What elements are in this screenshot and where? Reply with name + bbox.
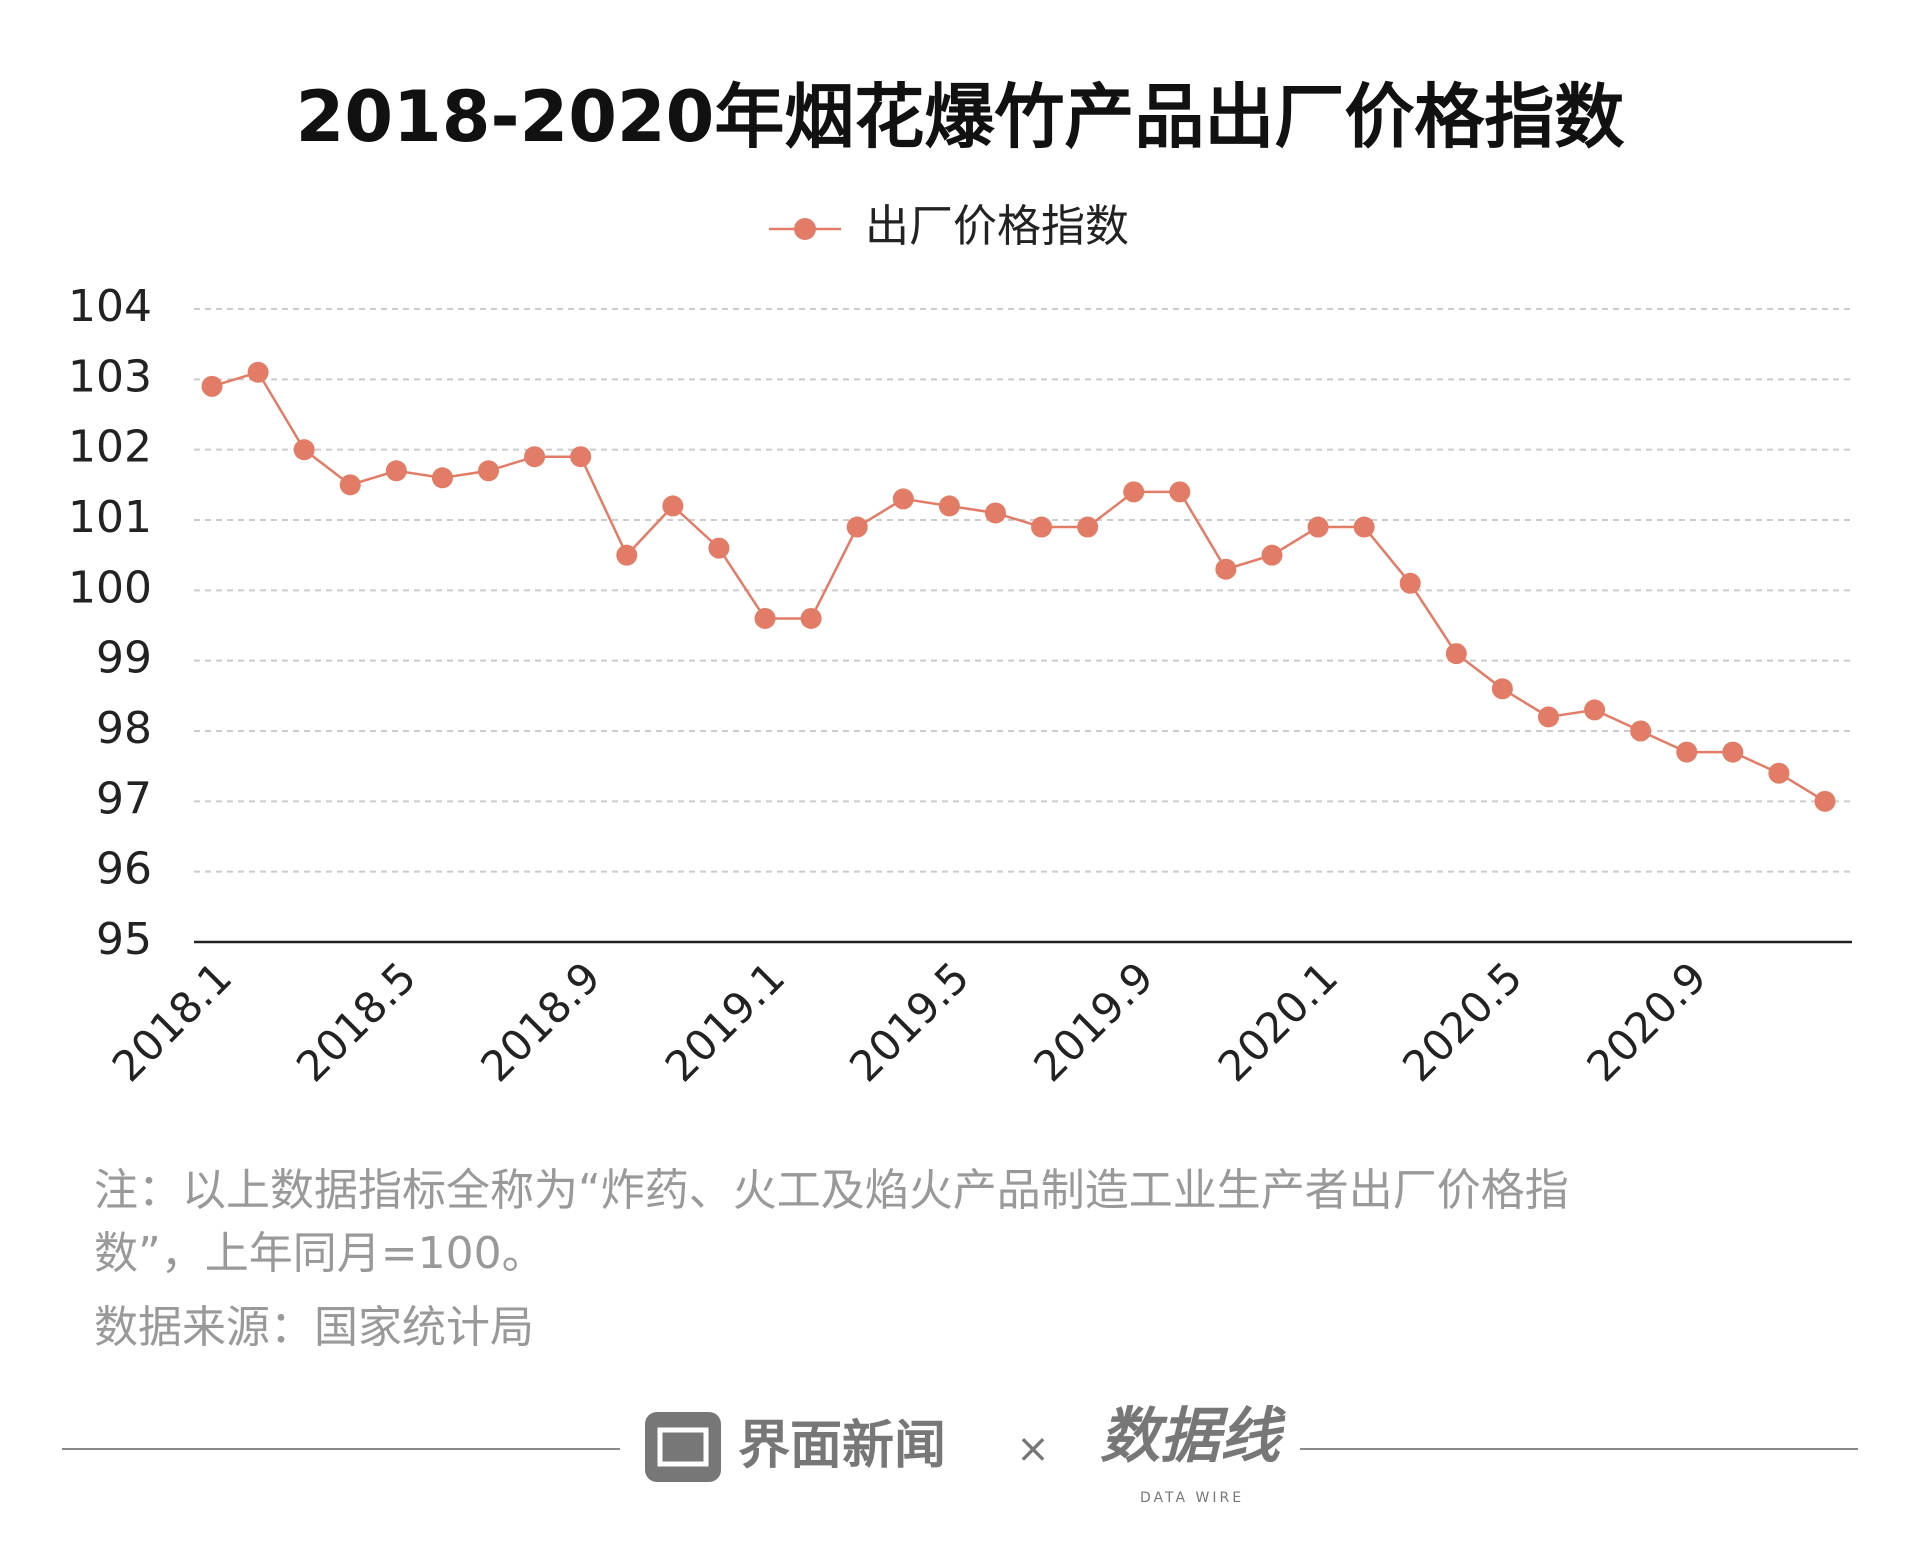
- partner-name: 数据线: [1100, 1402, 1286, 1472]
- brand-name: 界面新闻: [738, 1416, 946, 1476]
- data-point: [1031, 516, 1053, 538]
- data-point: [938, 495, 960, 517]
- y-tick-label: 98: [96, 703, 152, 754]
- y-tick-label: 97: [96, 773, 152, 824]
- data-point: [1261, 544, 1283, 566]
- data-point: [1584, 699, 1606, 721]
- source: 数据来源：国家统计局: [94, 1302, 534, 1353]
- y-tick-label: 96: [96, 844, 152, 895]
- data-point: [1399, 572, 1421, 594]
- y-tick-label: 104: [68, 281, 152, 332]
- brand-logo: [645, 1412, 721, 1482]
- data-point: [570, 446, 592, 468]
- partner-sub: DATA WIRE: [1140, 1490, 1244, 1506]
- data-point: [1123, 481, 1145, 503]
- data-point: [1768, 762, 1790, 784]
- data-point: [431, 467, 453, 489]
- data-point: [708, 537, 730, 559]
- data-point: [1537, 706, 1559, 728]
- data-point: [1445, 643, 1467, 665]
- data-point: [616, 544, 638, 566]
- data-point: [1353, 516, 1375, 538]
- brand-logo-mark: [657, 1427, 709, 1467]
- data-point: [892, 488, 914, 510]
- data-point: [293, 439, 315, 461]
- legend-marker: [794, 218, 816, 240]
- y-tick-label: 99: [96, 633, 152, 684]
- data-point: [662, 495, 684, 517]
- note: 注：以上数据指标全称为“炸药、火工及焰火产品制造工业生产者出厂价格指: [94, 1165, 1569, 1216]
- data-point: [385, 460, 407, 482]
- note: 数”，上年同月=100。: [94, 1228, 546, 1279]
- data-point: [800, 607, 822, 629]
- chart-title: 2018-2020年烟花爆竹产品出厂价格指数: [296, 76, 1625, 158]
- data-point: [201, 375, 223, 397]
- data-point: [1722, 741, 1744, 763]
- data-point: [984, 502, 1006, 524]
- separator: ×: [1016, 1426, 1050, 1472]
- data-point: [1215, 558, 1237, 580]
- data-point: [1491, 678, 1513, 700]
- data-point: [1169, 481, 1191, 503]
- y-tick-label: 95: [96, 914, 152, 965]
- data-point: [846, 516, 868, 538]
- legend-label: 出厂价格指数: [865, 201, 1129, 252]
- y-tick-label: 100: [68, 562, 152, 613]
- data-point: [339, 474, 361, 496]
- data-point: [1307, 516, 1329, 538]
- data-point: [1077, 516, 1099, 538]
- data-point: [478, 460, 500, 482]
- legend: 出厂价格指数: [769, 201, 1129, 252]
- y-tick-label: 103: [68, 351, 152, 402]
- data-point: [1814, 790, 1836, 812]
- data-point: [1630, 720, 1652, 742]
- data-point: [247, 361, 269, 383]
- y-tick-label: 101: [68, 492, 152, 543]
- y-tick-label: 102: [68, 422, 152, 473]
- data-point: [524, 446, 546, 468]
- data-point: [754, 607, 776, 629]
- data-point: [1676, 741, 1698, 763]
